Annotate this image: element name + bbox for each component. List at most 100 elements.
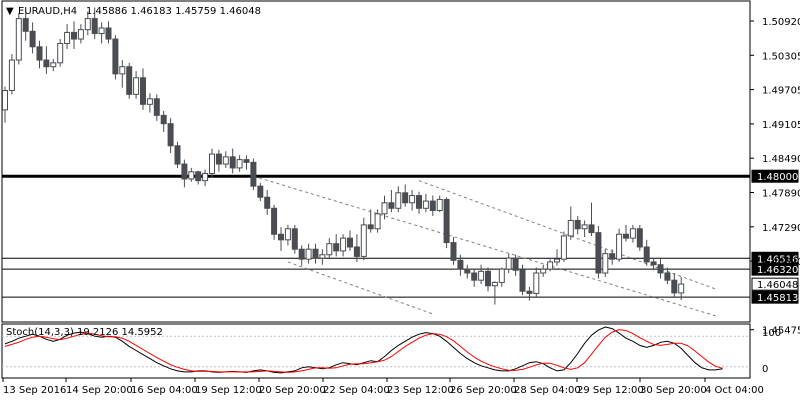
- candle-body: [498, 268, 505, 283]
- x-tick-label: 28 Sep 04:00: [514, 385, 581, 396]
- candle-body: [153, 98, 160, 116]
- candle-body: [422, 200, 429, 209]
- candle-body: [540, 268, 547, 274]
- y-tick-label: 1.49705: [762, 86, 800, 97]
- candle-body: [581, 224, 588, 230]
- candle-body: [257, 185, 264, 198]
- candle-body: [478, 270, 485, 281]
- stoch-signal-line: [4, 329, 723, 373]
- candle-body: [643, 246, 650, 263]
- candle-body: [623, 233, 629, 239]
- candle-body: [243, 159, 250, 163]
- candle-body: [409, 195, 416, 204]
- candle-body: [429, 200, 436, 212]
- candle-body: [367, 224, 374, 230]
- candle-body: [236, 159, 243, 169]
- candle-body: [388, 202, 395, 209]
- x-tick-label: 29 Sep 12:00: [577, 385, 644, 396]
- price-label-box: [751, 277, 799, 291]
- candle-body: [526, 290, 533, 294]
- candle-body: [146, 98, 153, 105]
- candle-body: [395, 192, 402, 209]
- x-tick-label: 23 Sep 12:00: [387, 385, 454, 396]
- candle-body: [84, 18, 91, 31]
- candle-body: [181, 163, 188, 180]
- candle-body: [140, 77, 146, 105]
- candle-body: [512, 257, 519, 271]
- candle-body: [629, 228, 636, 239]
- candle-body: [160, 114, 167, 125]
- candle-body: [312, 248, 319, 259]
- candle-body: [547, 261, 554, 270]
- candle-body: [119, 66, 126, 75]
- candle-body: [588, 224, 595, 234]
- candle-body: [560, 235, 567, 260]
- candle-body: [485, 270, 491, 287]
- candle-body: [554, 258, 560, 263]
- candle-body: [533, 272, 540, 294]
- price-label-box: [751, 169, 799, 183]
- candle-body: [195, 171, 202, 182]
- header-triangle-icon[interactable]: ▼: [6, 6, 14, 17]
- candle-body: [374, 213, 381, 230]
- candle-body: [574, 219, 581, 230]
- candle-body: [229, 156, 236, 169]
- candle-body: [133, 77, 140, 95]
- candle-body: [678, 283, 685, 294]
- x-tick-label: 30 Sep 20:00: [640, 385, 707, 396]
- candle-body: [464, 268, 471, 274]
- candle-body: [188, 171, 195, 180]
- symbol-label: EURAUD,H4: [18, 6, 77, 17]
- candle-body: [457, 259, 464, 270]
- candle-body: [222, 156, 229, 165]
- candle-body: [167, 123, 174, 147]
- stoch-y-tick-label: 100: [762, 328, 781, 339]
- candle-body: [595, 232, 602, 274]
- y-tick-label: 1.47290: [762, 223, 800, 234]
- x-tick-label: 16 Sep 04:00: [131, 385, 198, 396]
- candle-body: [436, 198, 443, 212]
- candle-body: [15, 18, 22, 61]
- y-tick-label: 1.46690: [762, 257, 800, 268]
- main-panel-frame: [1, 0, 751, 323]
- price-label-text: 1.46320: [757, 265, 798, 276]
- candle-body: [64, 31, 71, 44]
- candle-body: [340, 237, 347, 252]
- y-tick-label: 1.45475: [762, 326, 800, 337]
- candle-body: [250, 161, 257, 187]
- stochastic-label: Stoch(14,3,3) 19.2126 14.5952: [6, 327, 163, 338]
- price-axis: 1.50920 1.50305 1.49705 1.49105 1.48490 1.478…: [750, 17, 800, 375]
- candle-body: [443, 198, 450, 244]
- y-tick-label: 1.50305: [762, 51, 800, 62]
- channel-line: [418, 180, 716, 290]
- candle-body: [326, 243, 333, 256]
- candle-body: [202, 172, 209, 182]
- y-tick-label: 1.49105: [762, 120, 800, 131]
- candle-body: [602, 253, 609, 274]
- candle-body: [347, 237, 353, 248]
- candle-body: [505, 257, 512, 270]
- candle-body: [209, 153, 215, 174]
- horizontal-levels: [2, 174, 750, 298]
- candle-body: [567, 219, 574, 237]
- stochastic-panel[interactable]: [1, 323, 751, 379]
- candle-body: [271, 207, 278, 235]
- candle-body: [491, 281, 498, 287]
- price-label-text: 1.46516: [757, 254, 798, 265]
- stoch-main-line: [4, 326, 723, 374]
- candle-body: [636, 228, 643, 248]
- candle-body: [381, 202, 388, 215]
- candle-body: [264, 196, 271, 209]
- candle-body: [353, 246, 360, 257]
- candle-body: [291, 228, 298, 250]
- ohlc-readout: 1.45886 1.46183 1.45759 1.46048: [86, 6, 261, 17]
- candle-body: [29, 30, 36, 48]
- stochastic-levels: [2, 335, 750, 368]
- candle-body: [402, 192, 409, 204]
- channel-line: [287, 261, 433, 315]
- price-label-text: 1.45813: [757, 293, 798, 304]
- sub-panel-frame: [1, 323, 751, 379]
- candle-body: [98, 27, 105, 35]
